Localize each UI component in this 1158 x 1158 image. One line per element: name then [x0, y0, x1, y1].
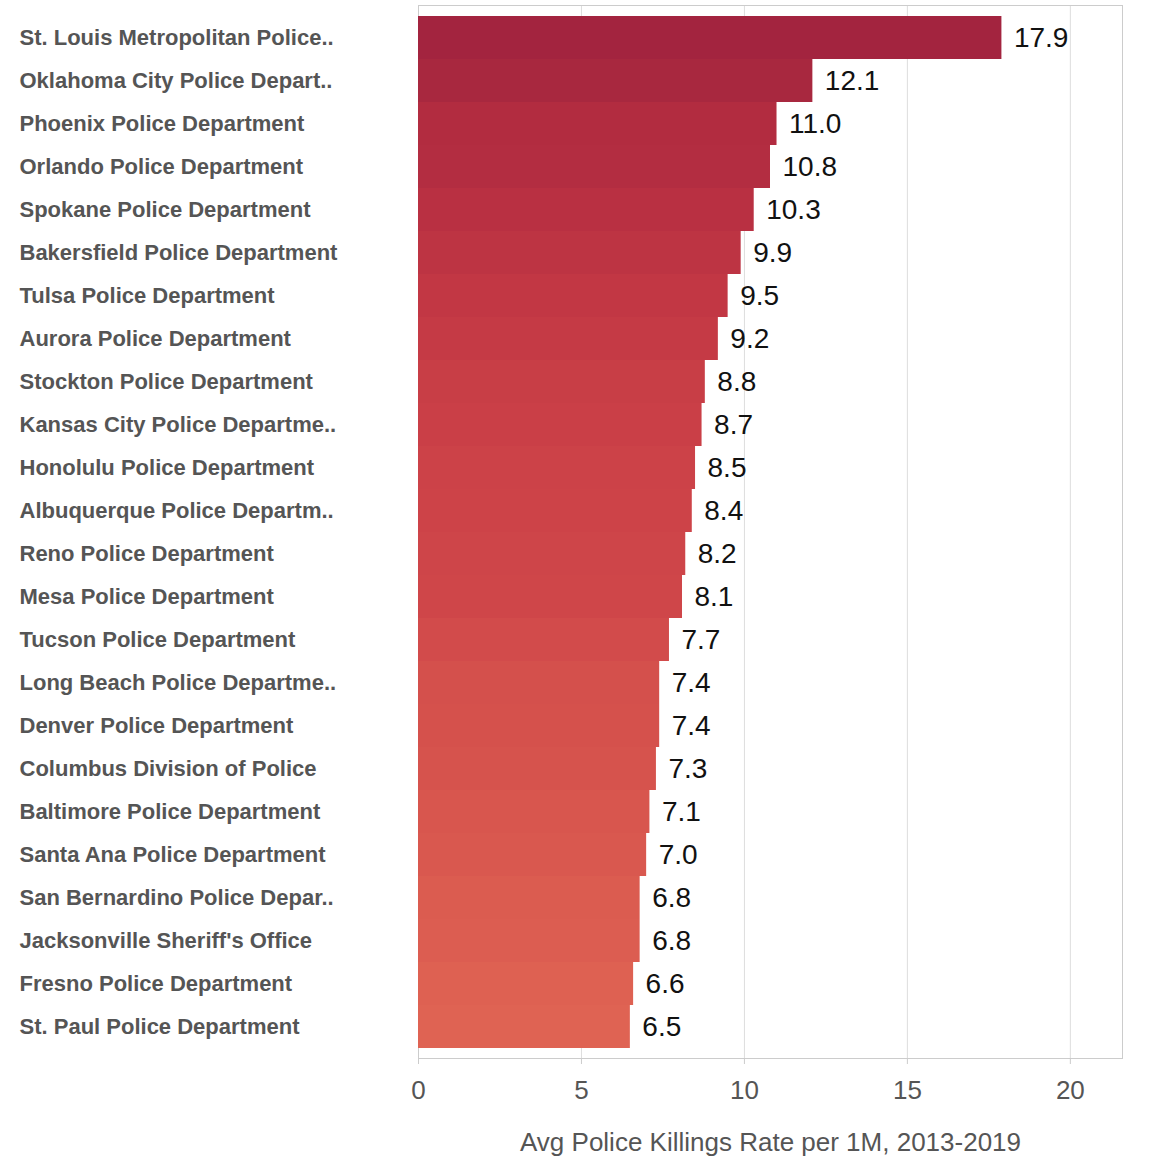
svg-text:Long Beach Police Departme..: Long Beach Police Departme..: [20, 670, 337, 695]
svg-text:St. Louis Metropolitan Police.: St. Louis Metropolitan Police..: [20, 25, 334, 50]
svg-text:Reno Police Department: Reno Police Department: [20, 541, 275, 566]
svg-text:17.9: 17.9: [1014, 22, 1069, 53]
svg-text:6.6: 6.6: [646, 968, 685, 999]
svg-text:7.7: 7.7: [681, 624, 720, 655]
svg-text:6.5: 6.5: [642, 1011, 681, 1042]
svg-text:8.4: 8.4: [704, 495, 743, 526]
svg-text:Albuquerque Police Departm..: Albuquerque Police Departm..: [20, 498, 334, 523]
svg-text:Baltimore Police Department: Baltimore Police Department: [20, 799, 321, 824]
svg-text:7.0: 7.0: [659, 839, 698, 870]
svg-text:Santa Ana Police Department: Santa Ana Police Department: [20, 842, 327, 867]
svg-text:Tucson Police Department: Tucson Police Department: [20, 627, 297, 652]
svg-text:9.5: 9.5: [740, 280, 779, 311]
svg-text:10.3: 10.3: [766, 194, 821, 225]
svg-text:8.8: 8.8: [717, 366, 756, 397]
svg-text:9.2: 9.2: [730, 323, 769, 354]
svg-text:11.0: 11.0: [789, 108, 841, 139]
svg-text:Honolulu Police Department: Honolulu Police Department: [20, 455, 315, 480]
svg-text:0: 0: [411, 1075, 425, 1105]
svg-text:St. Paul Police Department: St. Paul Police Department: [20, 1014, 301, 1039]
svg-text:8.1: 8.1: [695, 581, 734, 612]
svg-text:Fresno Police Department: Fresno Police Department: [20, 971, 293, 996]
svg-text:7.4: 7.4: [672, 710, 711, 741]
svg-text:8.7: 8.7: [714, 409, 753, 440]
svg-text:10: 10: [730, 1075, 759, 1105]
svg-text:7.3: 7.3: [668, 753, 707, 784]
svg-text:5: 5: [574, 1075, 588, 1105]
svg-text:8.5: 8.5: [708, 452, 747, 483]
svg-text:Stockton Police Department: Stockton Police Department: [20, 369, 314, 394]
svg-text:San Bernardino Police Depar..: San Bernardino Police Depar..: [20, 885, 334, 910]
svg-text:Avg Police Killings Rate per 1: Avg Police Killings Rate per 1M, 2013-20…: [520, 1127, 1021, 1157]
svg-text:Orlando Police Department: Orlando Police Department: [20, 154, 304, 179]
svg-text:20: 20: [1056, 1075, 1085, 1105]
svg-text:7.4: 7.4: [672, 667, 711, 698]
svg-text:Tulsa Police Department: Tulsa Police Department: [20, 283, 276, 308]
svg-text:8.2: 8.2: [698, 538, 737, 569]
svg-text:Denver Police Department: Denver Police Department: [20, 713, 295, 738]
svg-text:Jacksonville Sheriff's Office: Jacksonville Sheriff's Office: [20, 928, 313, 953]
svg-text:7.1: 7.1: [662, 796, 701, 827]
svg-text:Spokane Police Department: Spokane Police Department: [20, 197, 312, 222]
svg-text:6.8: 6.8: [652, 882, 691, 913]
svg-text:Columbus Division of Police: Columbus Division of Police: [20, 756, 317, 781]
svg-text:12.1: 12.1: [825, 65, 880, 96]
svg-text:Phoenix Police Department: Phoenix Police Department: [20, 111, 306, 136]
svg-text:6.8: 6.8: [652, 925, 691, 956]
svg-text:Aurora Police Department: Aurora Police Department: [20, 326, 292, 351]
svg-text:10.8: 10.8: [783, 151, 838, 182]
svg-text:Mesa Police Department: Mesa Police Department: [20, 584, 275, 609]
svg-text:Bakersfield Police Department: Bakersfield Police Department: [20, 240, 339, 265]
svg-text:9.9: 9.9: [753, 237, 792, 268]
svg-text:15: 15: [893, 1075, 922, 1105]
svg-text:Kansas City Police Departme..: Kansas City Police Departme..: [20, 412, 337, 437]
svg-text:Oklahoma City Police Depart..: Oklahoma City Police Depart..: [20, 68, 333, 93]
